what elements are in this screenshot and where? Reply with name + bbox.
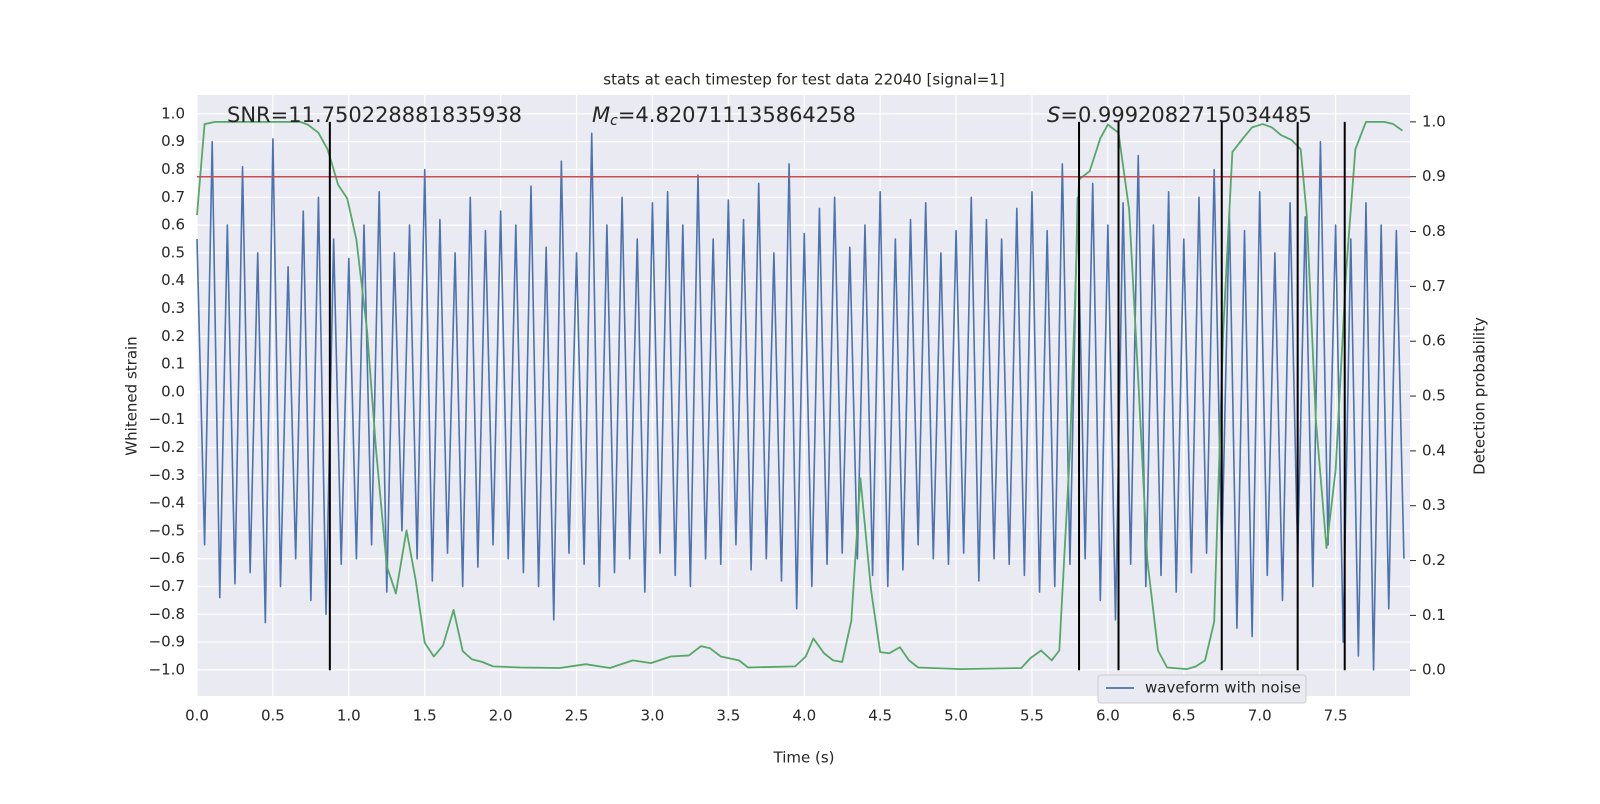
marks	[196, 120, 1410, 671]
y-tick-label: −0.6	[149, 549, 185, 567]
annotation: S=0.9992082715034485	[1047, 103, 1312, 127]
y2-tick-label: 0.2	[1422, 551, 1446, 569]
x-tick-label: 4.0	[792, 707, 816, 725]
annotation: SNR=11.750228881835938	[227, 103, 522, 127]
annotation-subscript: c	[610, 113, 618, 129]
x-tick-label: 5.5	[1020, 707, 1044, 725]
y-tick-label: 0.0	[161, 382, 185, 400]
y2-axis-label: Detection probability	[1471, 317, 1489, 475]
x-tick-label: 3.5	[716, 707, 740, 725]
y-tick-label: −0.9	[149, 633, 185, 651]
y2-tick-label: 0.7	[1422, 277, 1446, 295]
legend: waveform with noise	[1097, 674, 1307, 704]
y-tick-label: 0.1	[161, 355, 185, 373]
y-tick-label: −0.5	[149, 521, 185, 539]
y2-tick-label: 0.1	[1422, 606, 1446, 624]
y-tick-label: 0.7	[161, 188, 185, 206]
x-tick-label: 6.0	[1096, 707, 1120, 725]
annotation-symbol: S	[1047, 103, 1060, 127]
annotation-symbol: M	[592, 103, 610, 127]
x-tick-label: 4.5	[868, 707, 892, 725]
y-tick-label: 0.3	[161, 299, 185, 317]
y-tick-label: −1.0	[149, 660, 185, 678]
y-tick-label: 0.8	[161, 160, 185, 178]
labels: 0.0 0.5 1.0 1.5 2.0 2.5 3.0 3.5 4.0 4.5 5.0 5.5 6.0 6…	[149, 104, 1446, 724]
y-tick-label: −0.8	[149, 605, 185, 623]
x-tick-label: 1.5	[413, 707, 437, 725]
y2-tick-label: 0.5	[1422, 387, 1446, 405]
legend-box	[1097, 674, 1307, 704]
x-tick-label: 7.5	[1324, 707, 1348, 725]
y-tick-label: 0.6	[161, 216, 185, 234]
y-tick-label: 0.5	[161, 243, 185, 261]
series-line	[196, 132, 1405, 671]
grid	[196, 95, 1410, 696]
x-axis-label: Time (s)	[773, 749, 835, 767]
y-axis-label: Whitened strain	[123, 336, 141, 455]
y2-tick-label: 0.8	[1422, 222, 1446, 240]
x-tick-label: 2.5	[565, 707, 589, 725]
annotation-text: =0.9992082715034485	[1060, 103, 1311, 127]
annotation: Mc=4.820711135864258	[592, 103, 856, 129]
y-tick-label: 1.0	[161, 104, 185, 122]
y2-tick-label: 0.0	[1422, 661, 1446, 679]
x-tick-label: 0.5	[261, 707, 285, 725]
y-tick-label: −0.3	[149, 466, 185, 484]
y2-tick-label: 0.4	[1422, 441, 1446, 459]
y2-tick-label: 0.3	[1422, 496, 1446, 514]
x-tick-label: 1.0	[337, 707, 361, 725]
annotation-text: =4.820711135864258	[618, 103, 856, 127]
chart-title: stats at each timestep for test data 220…	[603, 71, 1004, 89]
x-tick-label: 7.0	[1248, 707, 1272, 725]
y-tick-label: 0.9	[161, 132, 185, 150]
y-tick-label: 0.2	[161, 327, 185, 345]
y2-tick-label: 0.6	[1422, 332, 1446, 350]
y-tick-label: −0.4	[149, 494, 185, 512]
series-line	[196, 120, 1403, 671]
y-tick-label: 0.4	[161, 271, 185, 289]
y-tick-label: −0.7	[149, 577, 185, 595]
y-tick-label: −0.2	[149, 438, 185, 456]
plot-area	[197, 95, 1410, 696]
y2-tick-label: 1.0	[1422, 112, 1446, 130]
x-tick-label: 5.0	[944, 707, 968, 725]
x-tick-label: 0.0	[185, 707, 209, 725]
x-tick-label: 6.5	[1172, 707, 1196, 725]
x-tick-label: 2.0	[489, 707, 513, 725]
y2-tick-label: 0.9	[1422, 167, 1446, 185]
x-tick-label: 3.0	[641, 707, 665, 725]
y-tick-label: −0.1	[149, 410, 185, 428]
legend-label: waveform with noise	[1145, 679, 1301, 697]
